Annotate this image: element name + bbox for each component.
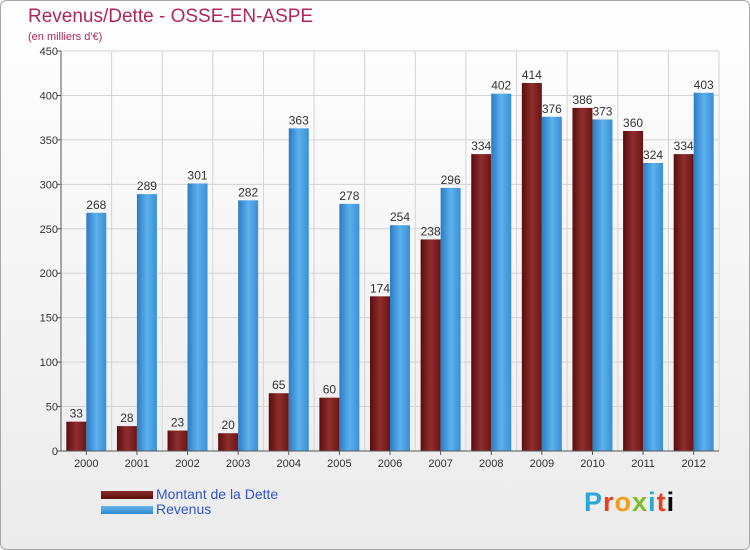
x-tick-label-2012: 2012: [681, 458, 705, 470]
bar-revenue-2009: [541, 116, 562, 452]
value-label-debt-2008: 334: [471, 139, 491, 153]
x-tick-label-2003: 2003: [226, 458, 250, 470]
value-label-debt-2010: 386: [572, 93, 592, 107]
y-tick-label: 0: [52, 446, 58, 458]
value-label-debt-2005: 60: [323, 383, 337, 397]
value-label-revenue-2002: 301: [188, 168, 208, 182]
y-tick-label: 200: [40, 268, 58, 280]
x-tick-label-2002: 2002: [175, 458, 199, 470]
x-tick-label-2000: 2000: [74, 458, 98, 470]
bar-revenue-2000: [86, 212, 107, 451]
bar-revenue-2012: [693, 92, 714, 452]
logo-letter: x: [632, 487, 649, 517]
value-label-revenue-2005: 278: [339, 189, 359, 203]
value-label-revenue-2011: 324: [643, 148, 663, 162]
bar-revenue-2007: [440, 187, 461, 451]
bar-revenue-2002: [187, 183, 208, 451]
x-tick-label-2001: 2001: [125, 458, 149, 470]
logo-letter: i: [666, 487, 676, 517]
legend-label-revenue: Revenus: [156, 501, 212, 517]
bar-debt-2003: [218, 433, 239, 451]
bar-revenue-2010: [592, 119, 613, 451]
value-label-debt-2003: 20: [221, 418, 235, 432]
value-label-revenue-2003: 282: [238, 185, 258, 199]
value-label-revenue-2009: 376: [542, 102, 562, 116]
logo-letter: P: [584, 487, 604, 517]
x-tick-label-2006: 2006: [378, 458, 402, 470]
value-labels: 33 268 28 289 23 301 20 282 65 363 60 278 174 254 238 2…: [70, 68, 714, 432]
value-label-debt-2012: 334: [674, 139, 694, 153]
y-tick-label: 300: [40, 179, 58, 191]
value-label-revenue-2004: 363: [289, 113, 309, 127]
axes: 0 50 100 150 200 250 300 350 400 450 2000 2001 2002 2…: [40, 46, 719, 470]
value-label-revenue-2010: 373: [592, 104, 612, 118]
x-tick-label-2005: 2005: [327, 458, 351, 470]
bar-revenue-2005: [339, 203, 360, 451]
x-tick-label-2010: 2010: [580, 458, 604, 470]
value-label-revenue-2012: 403: [694, 78, 714, 92]
chart-subtitle: (en milliers d'€): [28, 31, 103, 43]
bar-debt-2011: [623, 131, 644, 451]
x-tick-label-2008: 2008: [479, 458, 503, 470]
y-tick-label: 450: [40, 46, 58, 58]
y-tick-label: 150: [40, 313, 58, 325]
bar-debt-2000: [66, 421, 87, 451]
value-label-debt-2000: 33: [70, 407, 84, 421]
value-label-revenue-2007: 296: [441, 173, 461, 187]
value-label-debt-2004: 65: [272, 378, 286, 392]
bar-revenue-2004: [288, 128, 309, 451]
bar-revenue-2008: [491, 93, 512, 452]
logo-letter: i: [648, 487, 657, 517]
bar-debt-2004: [268, 393, 289, 451]
value-label-debt-2011: 360: [623, 116, 643, 130]
value-label-revenue-2008: 402: [491, 79, 511, 93]
bar-debt-2005: [319, 397, 340, 451]
y-tick-label: 350: [40, 135, 58, 147]
bar-debt-2001: [116, 426, 137, 451]
y-tick-label: 250: [40, 224, 58, 236]
value-label-debt-2006: 174: [370, 281, 390, 295]
bar-revenue-2001: [136, 194, 157, 451]
bar-debt-2009: [521, 83, 542, 451]
bar-debt-2008: [471, 154, 492, 451]
bar-debt-2010: [572, 107, 593, 451]
logo-letter: o: [614, 487, 633, 517]
legend-swatch-revenue: [101, 506, 153, 514]
bar-debt-2012: [673, 154, 694, 451]
bar-debt-2006: [370, 296, 390, 451]
bar-revenue-2006: [390, 225, 410, 451]
logo-letter: t: [656, 487, 667, 517]
x-tick-label-2004: 2004: [277, 458, 301, 470]
x-tick-label-2007: 2007: [428, 458, 452, 470]
bar-revenue-2003: [238, 200, 259, 451]
value-label-revenue-2006: 254: [390, 210, 410, 224]
value-label-debt-2002: 23: [171, 416, 185, 430]
bar-debt-2002: [167, 430, 188, 451]
legend-swatch-debt: [101, 491, 153, 499]
logo-letter: r: [603, 487, 615, 517]
bar-revenue-2011: [643, 163, 664, 451]
y-tick-label: 50: [46, 402, 58, 414]
bars: [66, 83, 714, 452]
value-label-debt-2001: 28: [120, 411, 134, 425]
x-tick-label-2011: 2011: [631, 458, 655, 470]
bar-debt-2007: [420, 239, 441, 451]
chart-title: Revenus/Dette - OSSE-EN-ASPE: [28, 6, 314, 27]
y-tick-label: 100: [40, 357, 58, 369]
value-label-revenue-2000: 268: [86, 198, 106, 212]
y-tick-label: 400: [40, 90, 58, 102]
proxiti-logo: Proxiti: [584, 487, 675, 518]
value-label-debt-2007: 238: [421, 224, 441, 238]
legend-label-debt: Montant de la Dette: [156, 486, 279, 502]
value-label-revenue-2001: 289: [137, 179, 157, 193]
x-tick-label-2009: 2009: [530, 458, 554, 470]
value-label-debt-2009: 414: [522, 68, 542, 82]
